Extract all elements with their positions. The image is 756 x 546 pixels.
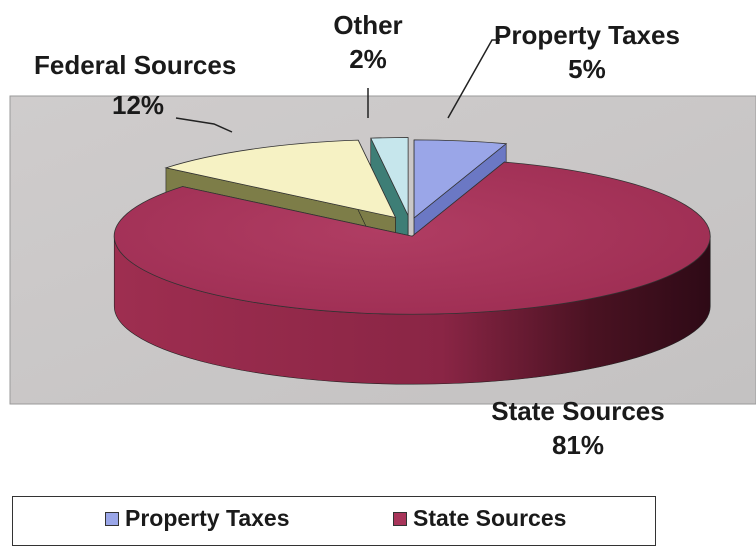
data-label-property-taxes-value: 5% bbox=[568, 54, 606, 84]
legend-label-property-taxes: Property Taxes bbox=[125, 505, 290, 531]
data-label-state-sources-value: 81% bbox=[551, 430, 605, 460]
legend: Property Taxes State Sources bbox=[12, 496, 656, 546]
pie-slice-top bbox=[113, 161, 711, 315]
pie-slice-top bbox=[413, 139, 508, 219]
data-label-other-value: 2% bbox=[349, 44, 387, 74]
leader-line-federal-sources bbox=[175, 117, 233, 133]
data-label-property-taxes-name: Property Taxes bbox=[494, 20, 680, 50]
pie-slice-top bbox=[370, 137, 409, 216]
pie-slice-state-sources bbox=[113, 161, 711, 385]
data-label-state-sources: State Sources 81% bbox=[478, 394, 678, 462]
pie-slice-top bbox=[164, 139, 397, 219]
legend-item-property-taxes: Property Taxes bbox=[105, 505, 289, 532]
data-label-federal-sources-name: Federal Sources bbox=[34, 50, 237, 80]
legend-swatch-state-sources bbox=[393, 511, 407, 526]
legend-item-state-sources: State Sources bbox=[393, 505, 566, 532]
data-label-property-taxes: Property Taxes 5% bbox=[494, 18, 680, 86]
legend-swatch-property-taxes bbox=[105, 511, 119, 526]
data-label-other-name: Other bbox=[333, 10, 403, 40]
data-label-federal-sources-value: 12% bbox=[112, 90, 165, 120]
data-label-other: Other 2% bbox=[322, 8, 414, 76]
leader-line-property-taxes bbox=[447, 39, 500, 119]
data-label-state-sources-name: State Sources bbox=[491, 396, 665, 426]
legend-label-state-sources: State Sources bbox=[413, 505, 567, 531]
